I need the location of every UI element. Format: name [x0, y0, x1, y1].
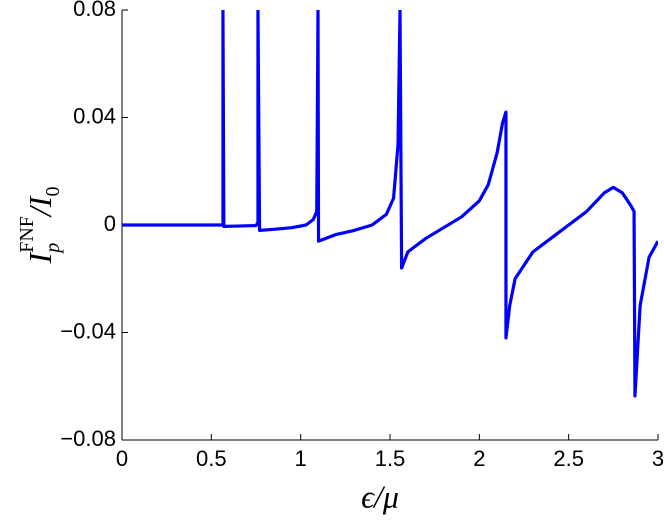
y-tick-label: 0 [104, 211, 116, 236]
data-line [122, 10, 658, 398]
x-tick-label: 0.5 [196, 446, 227, 471]
y-tick-label: 0.04 [73, 103, 116, 128]
y-label-sub: p [42, 243, 64, 255]
y-axis-label: Ip FNF/I0 [16, 187, 64, 265]
x-axis-label: ϵ/μ [361, 478, 399, 514]
x-tick-label: 0 [116, 446, 128, 471]
x-tick-label: 2 [473, 446, 485, 471]
x-tick-label: 1 [295, 446, 307, 471]
y-label-sup: FNF [16, 216, 38, 253]
x-tick-label: 2.5 [553, 446, 584, 471]
y-tick-label: −0.04 [60, 318, 116, 343]
x-tick-label: 3 [652, 446, 664, 471]
y-label-main: I [22, 251, 58, 264]
x-tick-label: 1.5 [375, 446, 406, 471]
y-label-sub0: 0 [42, 187, 64, 197]
y-tick-label: 0.08 [73, 0, 116, 21]
y-label-slash: /I [22, 195, 58, 218]
y-tick-label: −0.08 [60, 426, 116, 451]
